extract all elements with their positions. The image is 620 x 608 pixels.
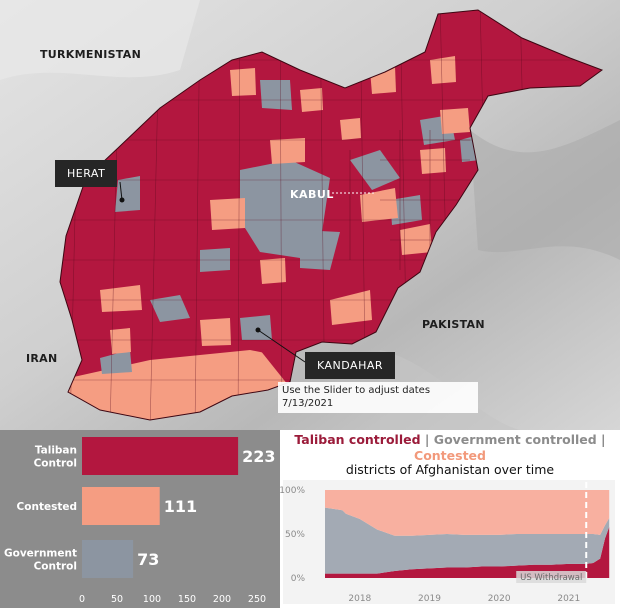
- area-ytick-2: 0%: [291, 574, 306, 584]
- bar-value-label-2: 73: [137, 550, 159, 569]
- withdrawal-label: US Withdrawal: [520, 573, 582, 583]
- area-xtick-1: 2019: [418, 594, 441, 604]
- area-chart-svg[interactable]: 100% 50% 0% 2018 2019 2020 2021 US Withdrawal: [280, 480, 620, 608]
- bar-category-label-2: Government Control: [4, 548, 77, 573]
- area-xtick-3: 2021: [557, 594, 580, 604]
- bar-xtick-3: 150: [178, 594, 196, 605]
- chart-subtitle: districts of Afghanistan over time: [345, 462, 555, 477]
- bar-category-label-0: Taliban Control: [34, 445, 77, 470]
- herat-marker: [119, 197, 125, 203]
- herat-leader-line: [119, 181, 123, 201]
- bar-1[interactable]: [82, 487, 160, 525]
- legend-part-4: Contested: [414, 448, 486, 463]
- label-pakistan: PAKISTAN: [422, 318, 485, 331]
- desert-shading: [0, 0, 200, 80]
- area-series-2[interactable]: [325, 490, 610, 536]
- area-ytick-0: 100%: [280, 486, 305, 496]
- selected-date: 7/13/2021: [282, 398, 334, 409]
- bar-xtick-0: 0: [79, 594, 85, 605]
- slider-note: Use the Slider to adjust dates 7/13/2021: [278, 382, 478, 413]
- bar-chart-svg: Taliban Control 223 Contested 111 Government C…: [4, 437, 276, 605]
- bar-category-label-1: Contested: [17, 501, 77, 513]
- bar-xtick-4: 200: [213, 594, 231, 605]
- legend-part-1: |: [420, 432, 430, 447]
- bar-xtick-2: 100: [143, 594, 161, 605]
- legend-part-2: Government controlled: [429, 432, 597, 447]
- area-series-0[interactable]: [325, 526, 610, 578]
- slider-hint: Use the Slider to adjust dates: [282, 385, 431, 396]
- bar-value-label-0: 223: [242, 447, 275, 466]
- country-border: [59, 9, 604, 421]
- afghanistan-district-map[interactable]: [0, 0, 620, 430]
- label-kabul: KABUL: [290, 188, 334, 201]
- control-over-time-chart: Taliban controlled | Government controll…: [280, 430, 620, 608]
- legend-title: Taliban controlled | Government controll…: [280, 432, 620, 464]
- kandahar-marker: [255, 327, 261, 333]
- bar-xtick-5: 250: [248, 594, 266, 605]
- kandahar-leader-line: [257, 329, 306, 363]
- bar-value-label-1: 111: [164, 497, 197, 516]
- map-panel[interactable]: TURKMENISTAN IRAN PAKISTAN KABUL HERAT K…: [0, 0, 620, 430]
- callout-kandahar: KANDAHAR: [305, 352, 396, 379]
- bar-2[interactable]: [82, 540, 134, 578]
- legend-part-0: Taliban controlled: [294, 432, 421, 447]
- callout-herat: HERAT: [55, 160, 118, 187]
- bar-xtick-1: 50: [111, 594, 123, 605]
- mountain-shading: [470, 120, 620, 260]
- label-turkmenistan: TURKMENISTAN: [40, 48, 142, 61]
- bar-0[interactable]: [82, 437, 239, 475]
- area-ytick-1: 50%: [285, 530, 305, 540]
- withdrawal-label-bg: [516, 571, 587, 583]
- area-series-1[interactable]: [325, 507, 610, 574]
- district-count-bar-chart: Taliban Control 223 Contested 111 Government C…: [0, 430, 280, 608]
- area-xtick-0: 2018: [348, 594, 371, 604]
- label-iran: IRAN: [26, 352, 58, 365]
- legend-part-3: |: [596, 432, 606, 447]
- area-xtick-2: 2020: [488, 594, 511, 604]
